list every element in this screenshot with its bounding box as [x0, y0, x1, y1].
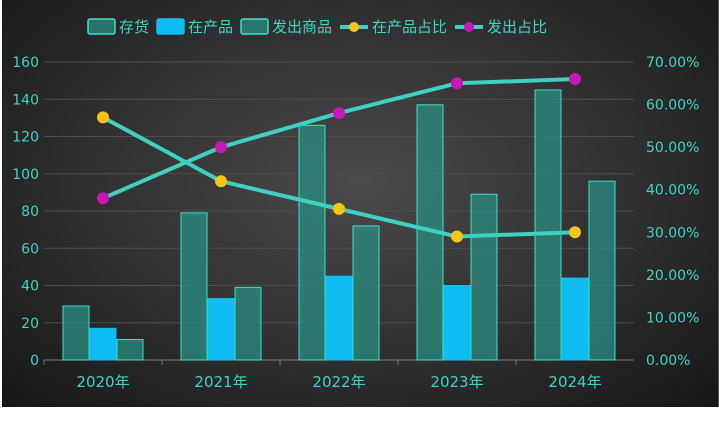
- left-tick-label: 60: [21, 241, 39, 257]
- left-tick-label: 100: [12, 167, 39, 183]
- bar-0: [534, 89, 562, 361]
- bar-1: [443, 285, 471, 361]
- bar-2: [470, 193, 498, 361]
- line-point-0: [333, 202, 345, 215]
- right-tick-label: 30.00%: [646, 225, 699, 241]
- bar-1: [561, 277, 589, 361]
- line-point-0: [97, 111, 109, 124]
- bar-0: [180, 212, 208, 361]
- legend[interactable]: 存货 在产品 发出商品 在产品占比 发出占比: [87, 18, 547, 36]
- left-tick-label: 80: [21, 204, 39, 220]
- legend-marker: [464, 22, 474, 32]
- left-tick-label: 140: [12, 92, 39, 108]
- x-tick-label: 2021年: [194, 373, 247, 391]
- line-series-0: [102, 115, 576, 239]
- line-point-1: [215, 141, 227, 154]
- bar-1: [89, 327, 117, 361]
- x-tick-label: 2023年: [430, 373, 483, 391]
- right-axis: 0.00% 10.00% 20.00% 30.00% 40.00% 50.00% 60.00…: [646, 55, 699, 369]
- left-axis: 0 20 40 60 80 100 120 140 160: [12, 55, 39, 369]
- line-series-1: [102, 77, 576, 201]
- legend-item[interactable]: 存货: [87, 18, 149, 36]
- right-tick-label: 60.00%: [646, 98, 699, 114]
- left-tick-label: 160: [12, 55, 39, 71]
- legend-marker: [349, 22, 359, 32]
- bar-2: [116, 339, 144, 361]
- x-tick-label: 2020年: [76, 373, 129, 391]
- line-series: [97, 73, 581, 243]
- right-tick-label: 20.00%: [646, 268, 699, 284]
- line-point-1: [569, 73, 581, 86]
- legend-swatch: [87, 18, 116, 35]
- left-tick-label: 120: [12, 130, 39, 146]
- legend-swatch: [156, 18, 185, 35]
- x-tick-label: 2024年: [548, 373, 601, 391]
- x-tick-label: 2022年: [312, 373, 365, 391]
- left-tick-label: 20: [21, 316, 39, 332]
- line-point-0: [451, 230, 463, 243]
- legend-label: 在产品: [188, 18, 233, 36]
- bar-1: [325, 275, 353, 361]
- legend-label: 在产品占比: [372, 18, 447, 36]
- legend-label: 存货: [119, 18, 149, 36]
- right-tick-label: 0.00%: [646, 353, 690, 369]
- bar-0: [62, 305, 90, 361]
- legend-label: 发出占比: [487, 18, 547, 36]
- bar-2: [234, 286, 262, 361]
- legend-item[interactable]: 在产品占比: [340, 18, 447, 36]
- bar-0: [298, 124, 326, 361]
- line-point-1: [97, 192, 109, 205]
- x-axis: 2020年 2021年 2022年 2023年 2024年: [43, 360, 602, 391]
- right-tick-label: 10.00%: [646, 310, 699, 326]
- legend-label: 发出商品: [272, 18, 332, 36]
- chart-panel: 0 20 40 60 80 100 120 140 160 0.00% 10.00% 20.00% 3…: [2, 0, 719, 407]
- line-point-1: [333, 107, 345, 120]
- bar-1: [207, 298, 235, 361]
- legend-item[interactable]: 发出占比: [455, 18, 547, 36]
- left-tick-label: 40: [21, 279, 39, 295]
- legend-item[interactable]: 发出商品: [240, 18, 332, 36]
- right-tick-label: 50.00%: [646, 140, 699, 156]
- right-tick-label: 70.00%: [646, 55, 699, 71]
- combo-chart: 0 20 40 60 80 100 120 140 160 0.00% 10.00% 20.00% 3…: [12, 18, 699, 391]
- legend-swatch: [240, 18, 269, 35]
- left-tick-label: 0: [30, 353, 39, 369]
- line-point-0: [215, 175, 227, 188]
- legend-item[interactable]: 在产品: [156, 18, 233, 36]
- bar-2: [352, 225, 380, 361]
- line-point-0: [569, 226, 581, 239]
- bar-2: [588, 180, 616, 361]
- bar-series: [62, 89, 616, 361]
- right-tick-label: 40.00%: [646, 183, 699, 199]
- line-point-1: [451, 77, 463, 90]
